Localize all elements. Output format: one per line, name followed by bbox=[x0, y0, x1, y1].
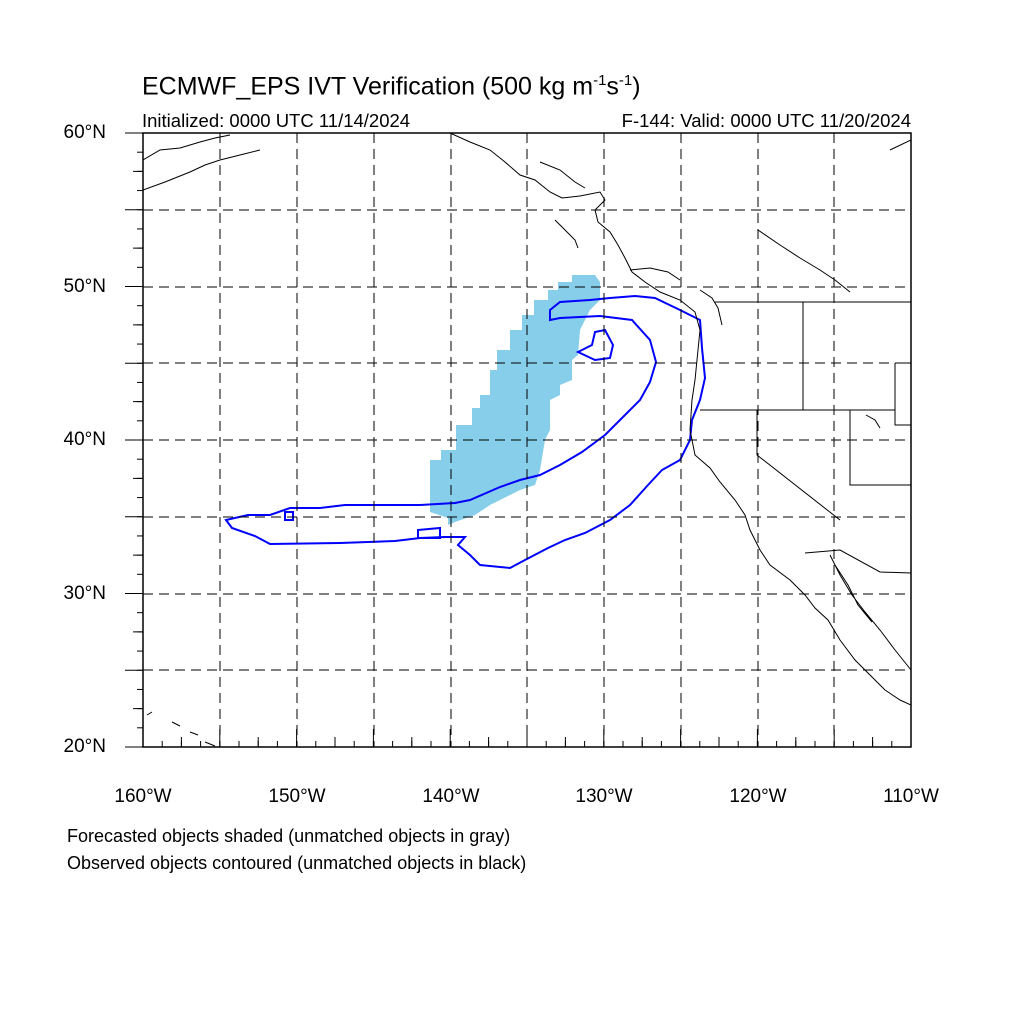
lat-label: 20°N bbox=[63, 736, 106, 757]
state-boundary bbox=[700, 301, 911, 574]
grid bbox=[143, 133, 911, 747]
lat-label: 60°N bbox=[63, 122, 106, 143]
lon-label: 120°W bbox=[729, 786, 787, 807]
coastline bbox=[539, 161, 723, 326]
lon-label: 160°W bbox=[114, 786, 172, 807]
lon-label: 140°W bbox=[422, 786, 480, 807]
lon-label: 130°W bbox=[575, 786, 633, 807]
coastline bbox=[143, 134, 261, 191]
forecast-object bbox=[416, 275, 600, 525]
note-forecast: Forecasted objects shaded (unmatched obj… bbox=[67, 826, 511, 846]
coastline bbox=[829, 554, 911, 671]
note-observed: Observed objects contoured (unmatched ob… bbox=[67, 853, 527, 873]
observed-object-contour bbox=[224, 294, 707, 570]
lat-label: 50°N bbox=[63, 276, 106, 297]
axis-ticks bbox=[125, 132, 912, 748]
lon-label: 110°W bbox=[883, 786, 939, 807]
observed-object-contour bbox=[417, 526, 441, 539]
lat-label: 40°N bbox=[63, 429, 106, 450]
coastline bbox=[146, 414, 881, 747]
init-time-label: Initialized: 0000 UTC 11/14/2024 bbox=[142, 110, 411, 131]
coastline bbox=[757, 139, 911, 293]
valid-time-label: F-144: Valid: 0000 UTC 11/20/2024 bbox=[621, 110, 911, 131]
map-title: ECMWF_EPS IVT Verification (500 kg m-1s-… bbox=[142, 72, 641, 101]
observed-object-contour bbox=[575, 328, 615, 362]
lat-label: 30°N bbox=[63, 583, 106, 604]
coastline bbox=[449, 133, 911, 706]
observed-object-contour bbox=[284, 511, 294, 521]
lon-label: 150°W bbox=[268, 786, 326, 807]
